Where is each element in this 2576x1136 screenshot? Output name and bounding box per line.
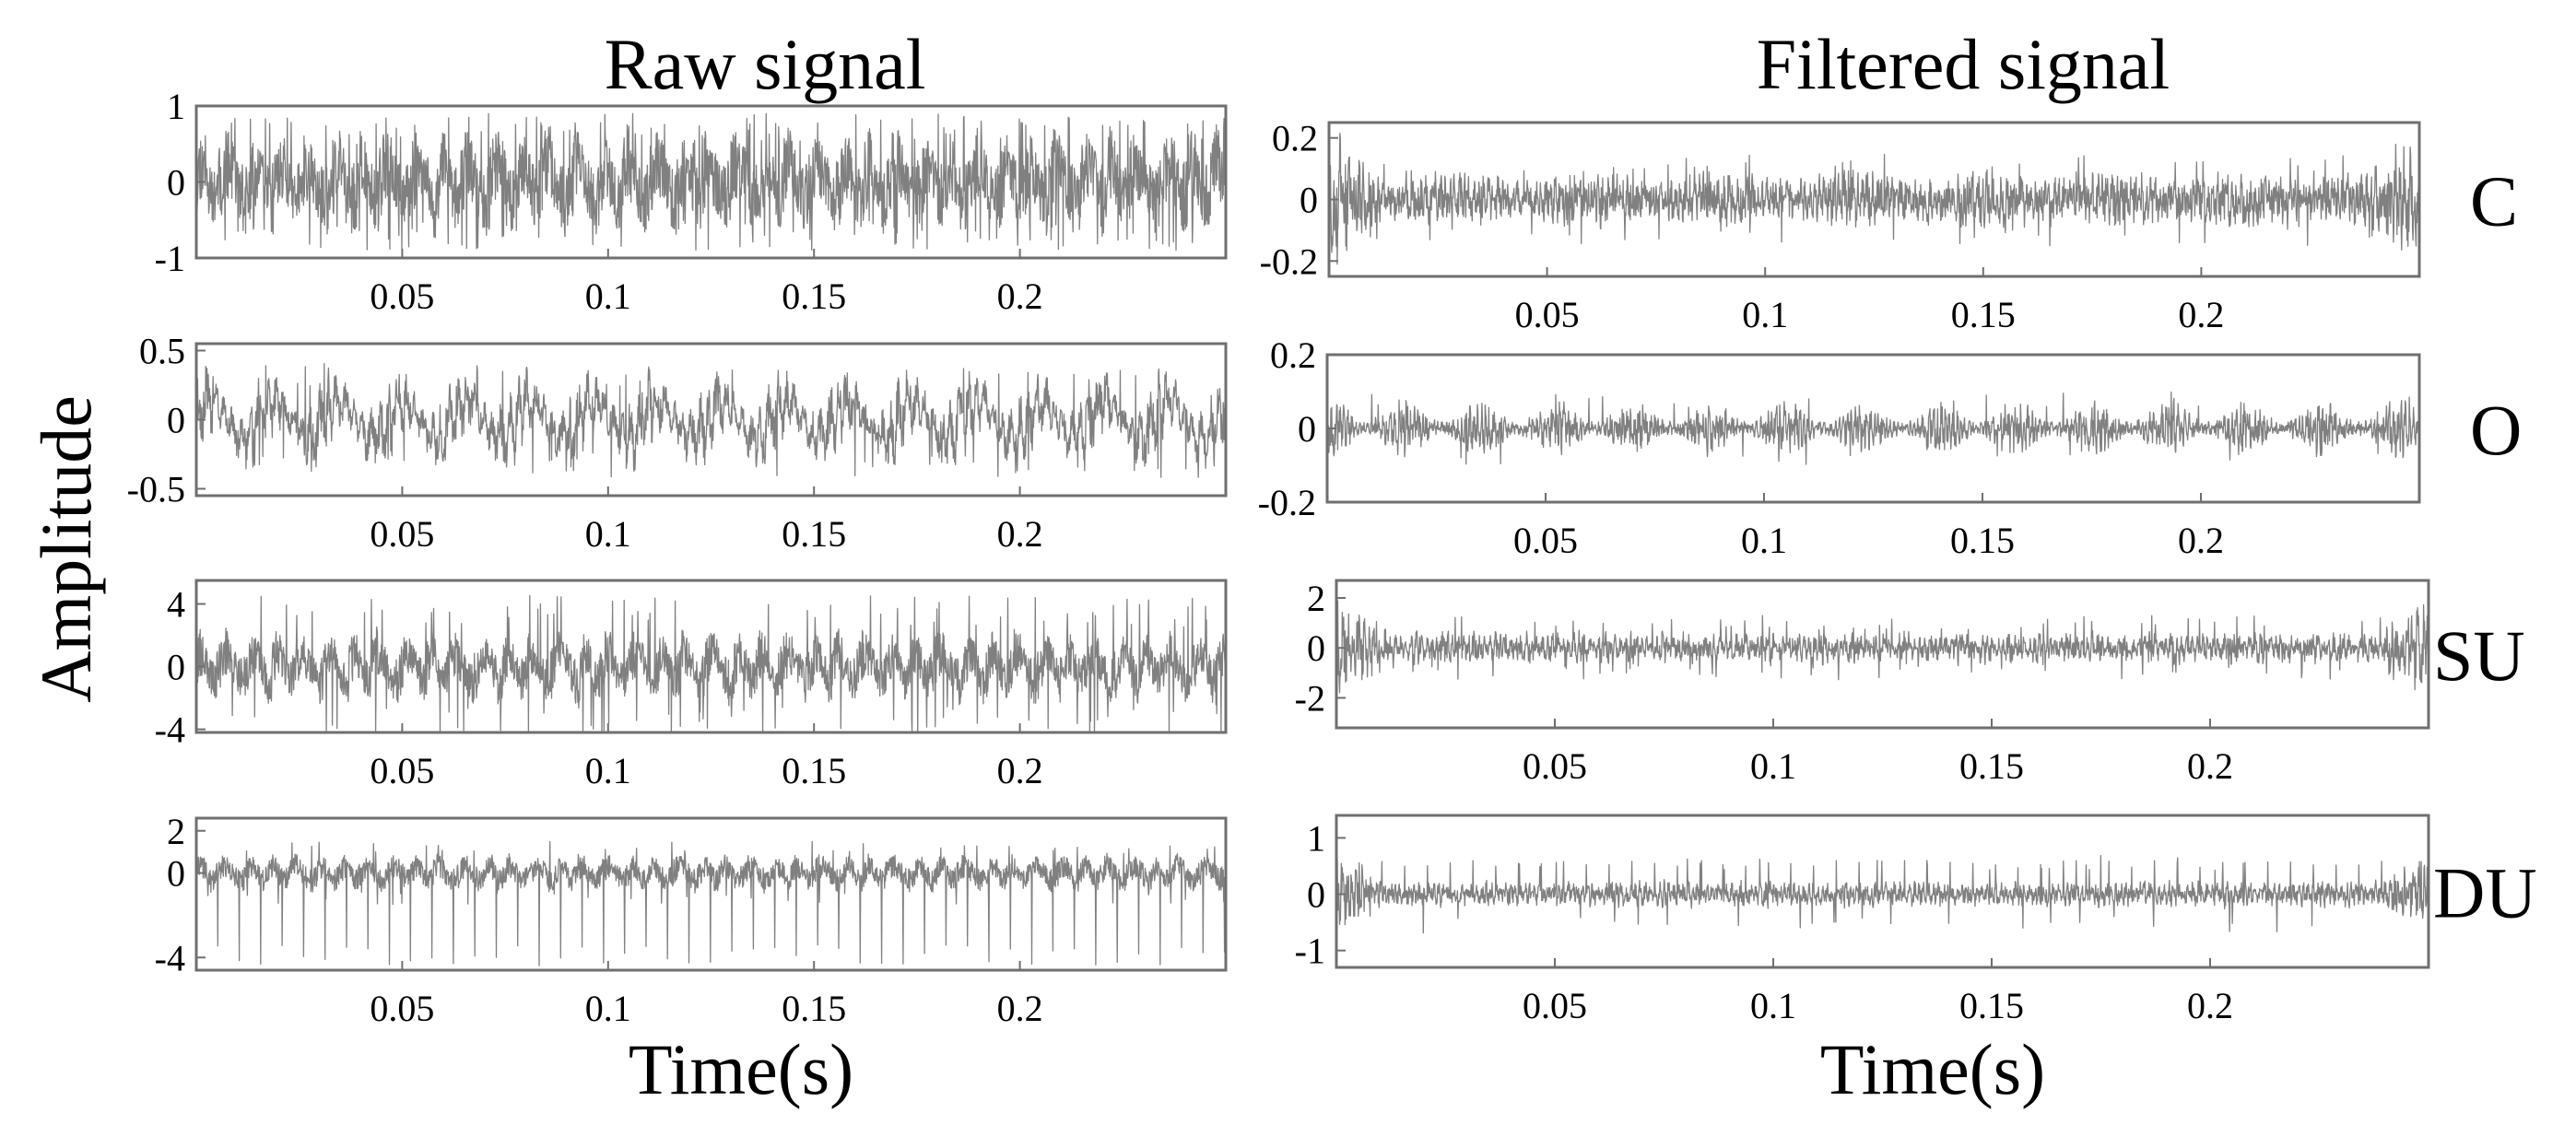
raw-du-xtick-label: 0.05 — [370, 988, 434, 1029]
filtered-o-ytick-label: 0 — [1298, 408, 1316, 450]
filtered-su-panel: 0.05 0.1 0.15 0.2 2 0 -2 SU — [1295, 578, 2525, 787]
filtered-su-xtick-label: 0.05 — [1523, 745, 1587, 787]
row-label-c: C — [2470, 161, 2518, 241]
raw-o-ytick-label: -0.5 — [127, 469, 185, 510]
filtered-du-ytick-label: 1 — [1307, 817, 1325, 859]
raw-c-ytick-label: 1 — [167, 86, 185, 127]
raw-o-xtick-label: 0.2 — [997, 513, 1043, 555]
filtered-du-axes-frame — [1335, 814, 2430, 969]
raw-o-panel: 0.05 0.1 0.15 0.2 0.5 0 -0.5 — [127, 331, 1228, 555]
raw-o-trace — [195, 362, 1227, 478]
subplot-grid: 0.05 0.1 0.15 0.2 1 0 -1 0.05 0.1 0.15 0.2 0.5 0 -0.5… — [127, 86, 2537, 1029]
raw-c-ytick-label: 0 — [167, 162, 185, 204]
filtered-c-xtick-label: 0.1 — [1742, 294, 1788, 335]
raw-su-axes-frame — [194, 579, 1228, 734]
filtered-du-ytick-label: -1 — [1295, 931, 1325, 972]
raw-time-axis-label: Time(s) — [629, 1029, 853, 1109]
filtered-c-xtick-label: 0.2 — [2178, 294, 2224, 335]
filtered-c-xtick-label: 0.05 — [1515, 294, 1580, 335]
filtered-c-ytick-label: 0 — [1300, 180, 1318, 221]
filtered-o-xtick-label: 0.2 — [2178, 520, 2224, 561]
filtered-su-xtick-label: 0.2 — [2187, 745, 2233, 787]
raw-du-ytick-label: 0 — [167, 853, 185, 895]
row-label-su: SU — [2433, 615, 2525, 696]
row-label-o: O — [2470, 390, 2522, 470]
filtered-c-xtick-label: 0.15 — [1951, 294, 2016, 335]
raw-c-xtick-label: 0.05 — [370, 275, 434, 317]
raw-su-panel: 0.05 0.1 0.15 0.2 4 0 -4 — [155, 579, 1228, 791]
raw-c-xtick-label: 0.1 — [585, 275, 631, 317]
filtered-su-axes-frame — [1335, 579, 2430, 730]
raw-c-trace — [195, 112, 1227, 252]
filtered-o-ytick-label: 0.2 — [1270, 334, 1316, 376]
filtered-su-ytick-label: 0 — [1307, 627, 1325, 669]
raw-su-ytick-label: 0 — [167, 647, 185, 688]
filtered-du-xtick-label: 0.15 — [1959, 985, 2024, 1026]
raw-c-ytick-label: -1 — [155, 238, 185, 279]
filtered-du-trace — [1335, 852, 2429, 934]
raw-du-panel: 0.05 0.1 0.15 0.2 20 -4 — [155, 811, 1228, 1029]
row-label-du: DU — [2433, 853, 2537, 933]
filtered-time-axis-label: Time(s) — [1820, 1029, 2045, 1109]
raw-su-xtick-label: 0.05 — [370, 750, 434, 791]
filtered-o-trace — [1326, 391, 2420, 465]
raw-su-trace — [195, 594, 1227, 733]
raw-c-xtick-label: 0.15 — [782, 275, 846, 317]
raw-du-trace — [195, 840, 1227, 966]
raw-du-xtick-label: 0.2 — [997, 988, 1043, 1029]
filtered-du-xtick-label: 0.1 — [1750, 985, 1796, 1026]
filtered-o-xtick-label: 0.15 — [1950, 520, 2015, 561]
raw-o-xtick-label: 0.1 — [585, 513, 631, 555]
raw-c-panel: 0.05 0.1 0.15 0.2 1 0 -1 — [155, 86, 1228, 317]
raw-c-xtick-label: 0.2 — [997, 275, 1043, 317]
raw-su-xtick-label: 0.15 — [782, 750, 846, 791]
raw-su-xtick-label: 0.2 — [997, 750, 1043, 791]
filtered-su-ytick-label: 2 — [1307, 578, 1325, 619]
raw-du-xtick-label: 0.1 — [585, 988, 631, 1029]
filtered-su-ytick-label: -2 — [1295, 677, 1325, 719]
raw-o-ytick-label: 0 — [167, 400, 185, 441]
filtered-su-trace — [1335, 600, 2429, 694]
raw-su-ytick-label: 4 — [167, 584, 185, 626]
filtered-du-xtick-label: 0.05 — [1523, 985, 1587, 1026]
filtered-o-panel: 0.05 0.1 0.15 0.2 0.2 0 -0.2 O — [1258, 334, 2523, 561]
filtered-su-xtick-label: 0.1 — [1750, 745, 1796, 787]
filtered-o-xtick-label: 0.05 — [1513, 520, 1578, 561]
raw-o-xtick-label: 0.15 — [782, 513, 846, 555]
filtered-o-ytick-label: -0.2 — [1258, 482, 1316, 523]
raw-du-ytick-label: 2 — [167, 811, 185, 852]
filtered-o-xtick-label: 0.1 — [1741, 520, 1787, 561]
raw-su-ytick-label: -4 — [155, 709, 185, 751]
filtered-c-trace — [1328, 133, 2420, 265]
raw-du-ytick-label: -4 — [155, 937, 185, 978]
filtered-du-xtick-label: 0.2 — [2187, 985, 2233, 1026]
raw-signal-title: Raw signal — [605, 24, 926, 104]
raw-su-xtick-label: 0.1 — [585, 750, 631, 791]
raw-o-xtick-label: 0.05 — [370, 513, 434, 555]
filtered-du-panel: 0.05 0.1 0.15 0.2 1 0 -1 DU — [1295, 814, 2537, 1026]
amplitude-axis-label: Amplitude — [26, 395, 106, 703]
filtered-du-ytick-label: 0 — [1307, 874, 1325, 916]
filtered-c-ytick-label: -0.2 — [1260, 240, 1318, 282]
filtered-c-ytick-label: 0.2 — [1272, 118, 1318, 159]
filtered-c-panel: 0.05 0.1 0.15 0.2 0.2 0 -0.2 C — [1260, 118, 2518, 335]
raw-du-axes-frame — [194, 816, 1228, 972]
raw-du-xtick-label: 0.15 — [782, 988, 846, 1029]
filtered-su-xtick-label: 0.15 — [1959, 745, 2024, 787]
filtered-signal-title: Filtered signal — [1757, 24, 2170, 104]
raw-o-ytick-label: 0.5 — [139, 331, 185, 372]
